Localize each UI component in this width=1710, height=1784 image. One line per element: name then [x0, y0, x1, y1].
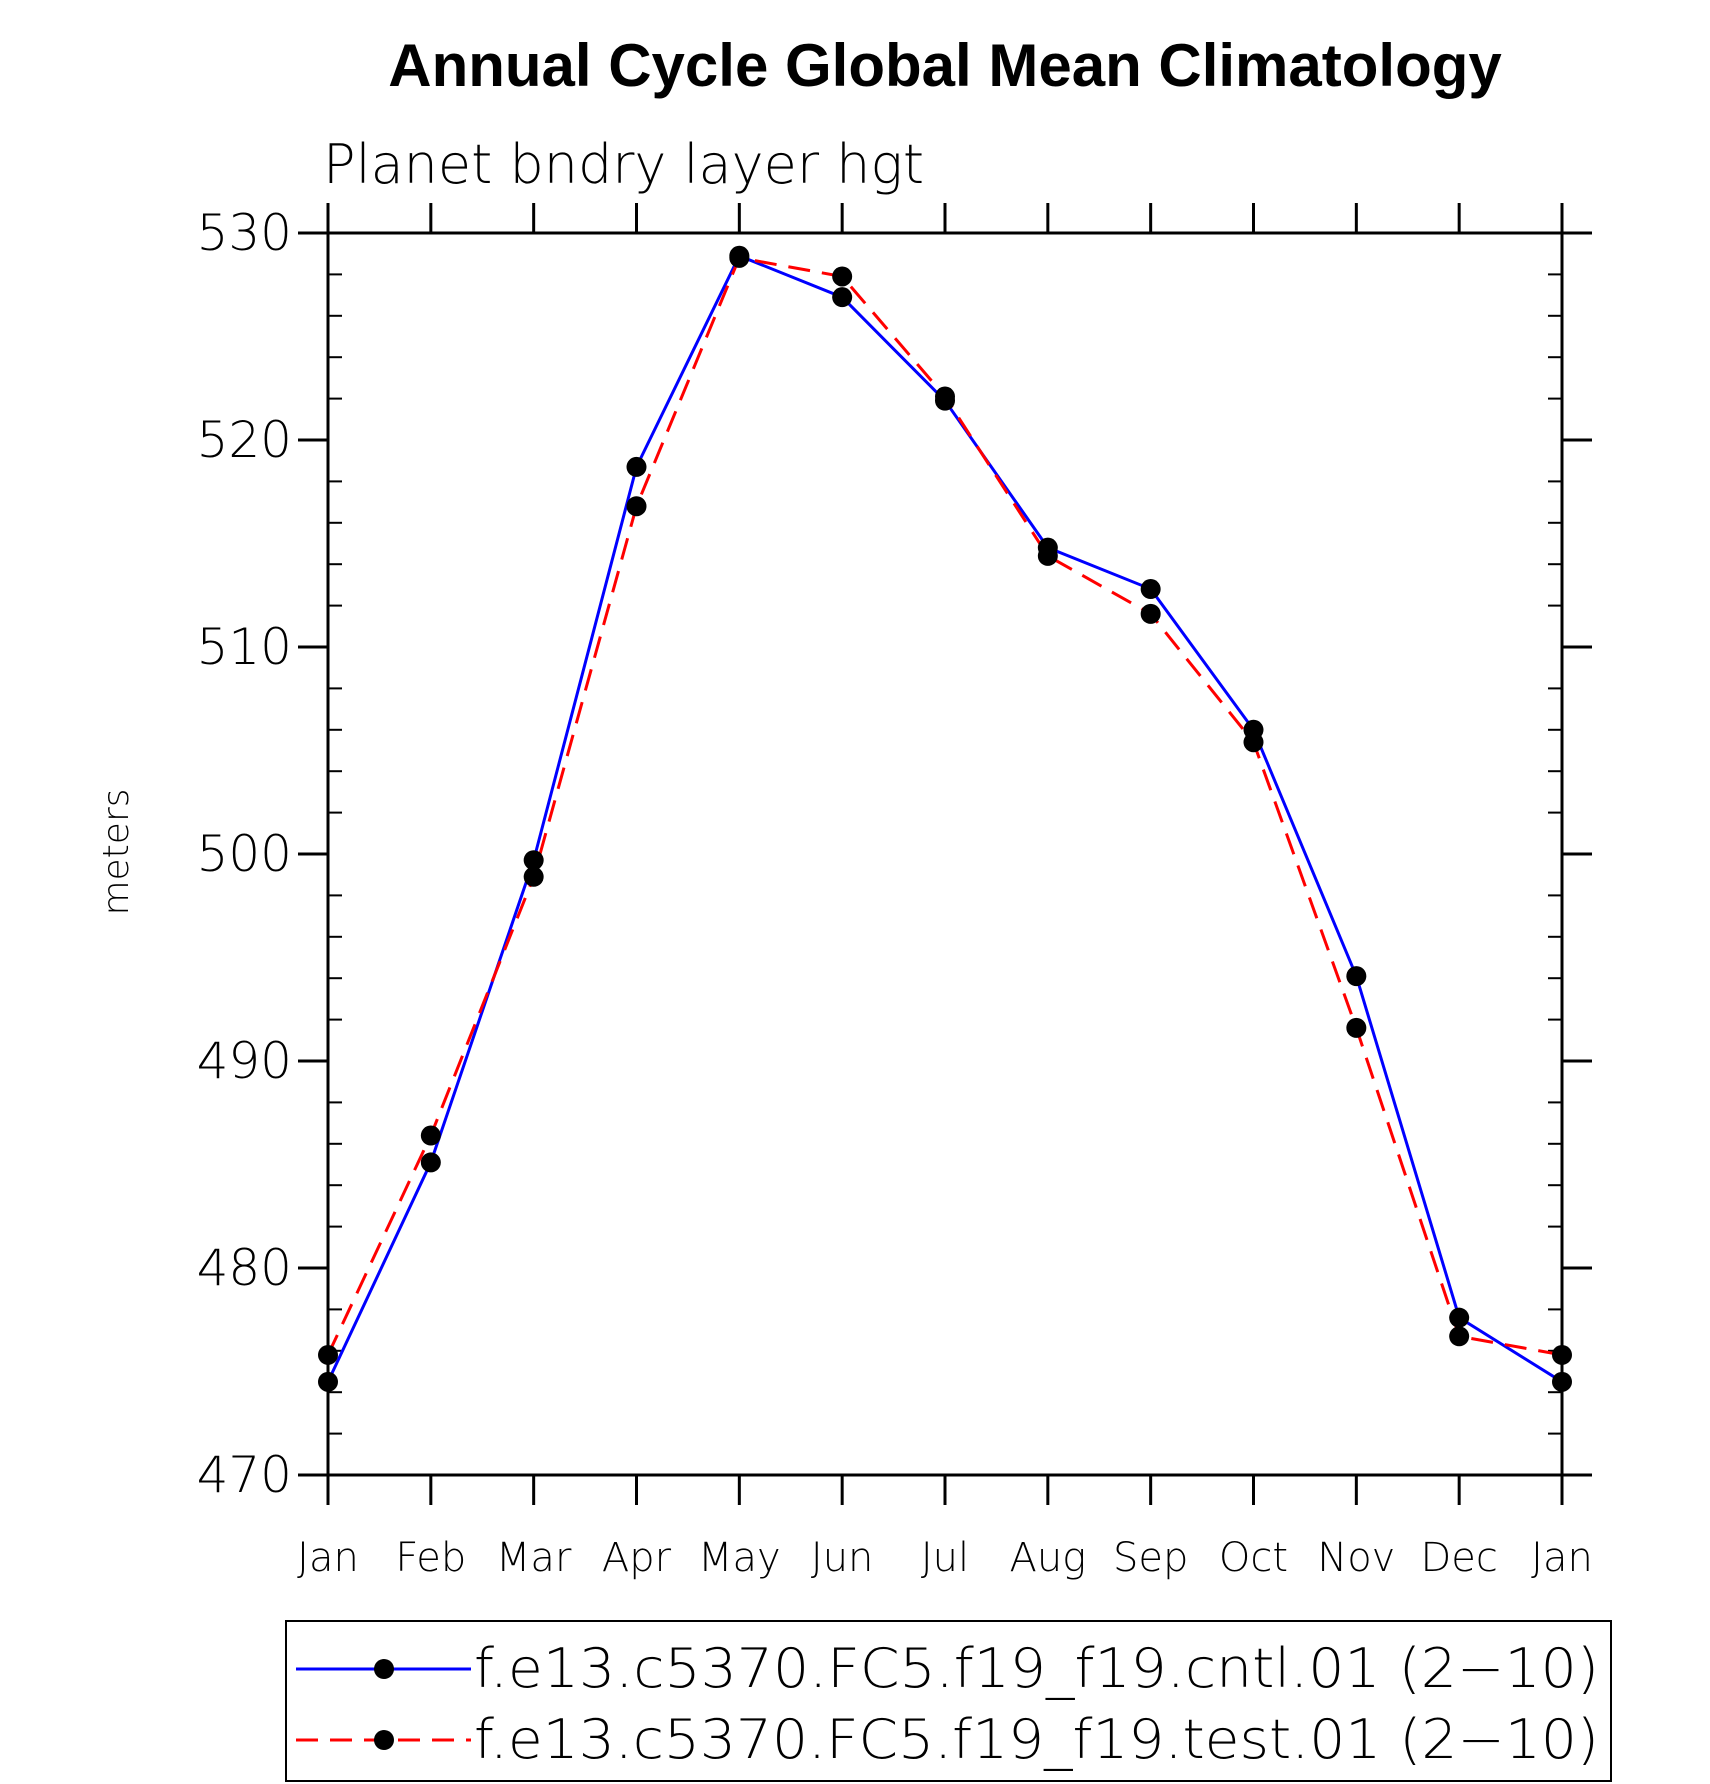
series-1-point — [1140, 579, 1161, 600]
axis-ticks — [298, 203, 1592, 1505]
series-line-2 — [326, 256, 1563, 1357]
x-tick-label: Oct — [1219, 1535, 1288, 1581]
x-tick-label: Mar — [496, 1535, 572, 1581]
chart-subtitle: Planet bndry layer hgt — [323, 133, 924, 196]
y-tick-label: 510 — [197, 618, 292, 676]
y-tick-label: 500 — [197, 825, 292, 883]
series-2-point — [1449, 1326, 1470, 1347]
x-tick-label: Sep — [1113, 1535, 1188, 1581]
x-tick-label: Jan — [1531, 1535, 1593, 1581]
series-1-point — [318, 1371, 338, 1392]
series-2-point — [832, 266, 853, 287]
y-tick-label: 490 — [197, 1032, 292, 1090]
legend-label-2: f.e13.c5370.FC5.f19_f19.test.01 (2−10) — [474, 1708, 1599, 1771]
series-2-point — [1552, 1344, 1572, 1365]
x-tick-label: Jul — [921, 1535, 969, 1581]
series-1-point — [1552, 1371, 1572, 1392]
x-tick-label: Apr — [602, 1535, 672, 1581]
series-1-point — [1346, 966, 1367, 987]
series-1-point — [626, 456, 647, 477]
y-tick-label: 480 — [197, 1239, 292, 1297]
series-2-point — [420, 1125, 441, 1146]
series-line-1 — [326, 253, 1563, 1384]
legend-label-1: f.e13.c5370.FC5.f19_f19.cntl.01 (2−10) — [474, 1637, 1599, 1700]
plot-frame — [326, 231, 1564, 1477]
series-2-point — [1346, 1017, 1367, 1038]
series-2-point — [1037, 545, 1058, 566]
series-1-point — [523, 850, 544, 871]
x-tick-label: Feb — [395, 1535, 466, 1581]
x-tick-labels: Jan Feb Mar Apr May Jun Jul Aug Sep Oct Nov Dec Jan — [297, 1535, 1593, 1581]
series-2-point — [729, 247, 750, 268]
x-tick-label: Aug — [1009, 1535, 1086, 1581]
series-layer — [318, 245, 1572, 1392]
x-tick-label: Jan — [297, 1535, 359, 1581]
series-2-point — [523, 866, 544, 887]
y-axis-label: meters — [96, 788, 137, 915]
series-2-point — [1140, 603, 1161, 624]
y-tick-label: 470 — [197, 1446, 292, 1504]
x-tick-label: May — [698, 1535, 781, 1581]
y-tick-labels: 470 480 490 500 510 520 530 — [197, 204, 292, 1504]
x-tick-label: Jun — [811, 1535, 874, 1581]
series-2-point — [318, 1344, 338, 1365]
legend-marker-2 — [374, 1730, 394, 1750]
y-tick-label: 530 — [197, 204, 292, 262]
y-tick-label: 520 — [197, 411, 292, 469]
x-tick-label: Nov — [1317, 1535, 1395, 1581]
series-1-point — [832, 287, 853, 308]
legend-marker-1 — [374, 1659, 394, 1679]
series-1-point — [1449, 1307, 1470, 1328]
chart-title: Annual Cycle Global Mean Climatology — [388, 32, 1502, 99]
x-tick-label: Dec — [1420, 1535, 1497, 1581]
series-2-point — [935, 386, 955, 407]
legend — [285, 1620, 1612, 1782]
legend-items: f.e13.c5370.FC5.f19_f19.cntl.01 (2−10) f.… — [296, 1637, 1599, 1771]
series-2-point — [1243, 732, 1264, 753]
series-1-point — [420, 1152, 441, 1173]
series-2-point — [626, 496, 647, 517]
